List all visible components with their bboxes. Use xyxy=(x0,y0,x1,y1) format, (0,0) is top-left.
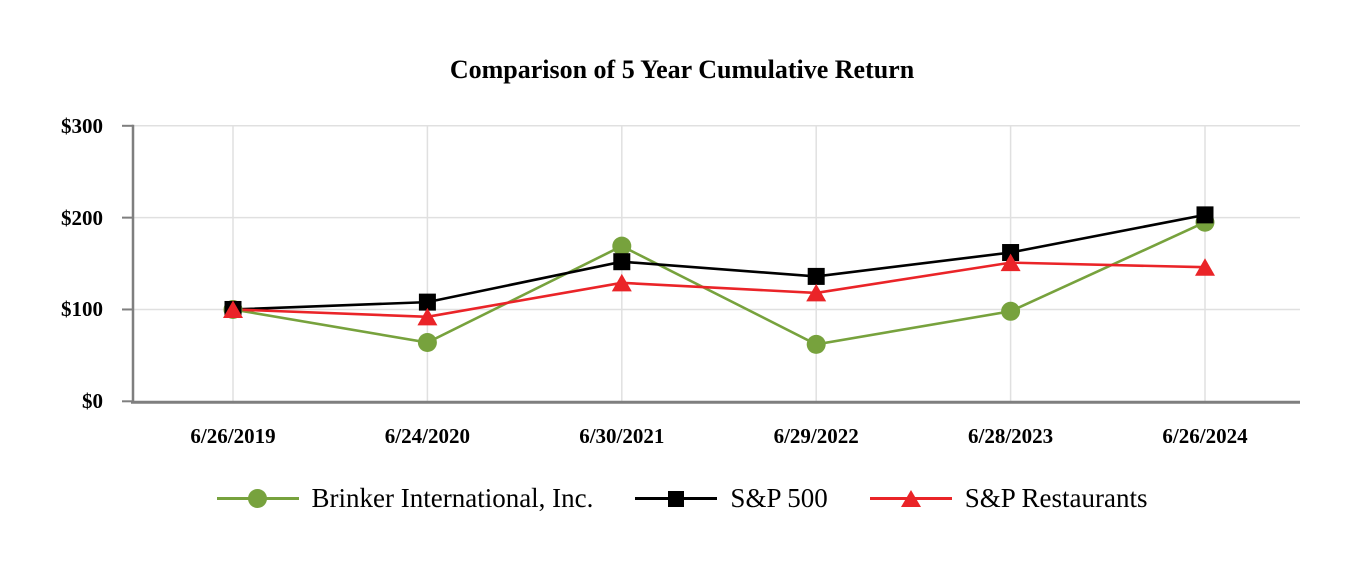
data-point-triangle xyxy=(1195,258,1215,276)
legend-item: Brinker International, Inc. xyxy=(216,483,594,514)
data-point-circle xyxy=(1001,301,1021,321)
x-axis-tick-label: 6/28/2023 xyxy=(968,424,1054,448)
x-axis-tick-label: 6/29/2022 xyxy=(773,424,859,448)
data-point-triangle xyxy=(806,283,827,302)
y-axis-tick-label: $100 xyxy=(61,297,103,322)
data-point-triangle xyxy=(417,307,438,326)
series-line xyxy=(232,221,1206,346)
legend-square-marker-icon xyxy=(668,490,685,507)
y-axis-tick-label: $300 xyxy=(61,113,103,138)
data-point-square xyxy=(613,253,631,271)
x-axis-tick-label: 6/30/2021 xyxy=(579,424,665,448)
y-axis-tick-label: $200 xyxy=(61,205,103,230)
legend-swatch xyxy=(635,489,718,509)
legend-circle-marker-icon xyxy=(248,489,268,508)
legend-item: S&P 500 xyxy=(635,483,828,514)
data-point-square xyxy=(1002,244,1020,262)
legend-triangle-marker-icon xyxy=(900,489,921,507)
data-point-triangle xyxy=(611,273,632,292)
legend-swatch xyxy=(216,489,299,509)
legend-swatch xyxy=(869,489,952,509)
data-point-circle xyxy=(612,236,632,256)
data-point-square xyxy=(1196,206,1214,224)
series-line xyxy=(232,213,1206,311)
x-axis-tick-label: 6/24/2020 xyxy=(384,424,470,448)
data-point-square xyxy=(418,293,436,311)
chart-title: Comparison of 5 Year Cumulative Return xyxy=(449,55,915,84)
data-point-circle xyxy=(417,333,437,353)
x-axis-tick-label: 6/26/2024 xyxy=(1162,424,1248,448)
data-point-square xyxy=(807,267,825,285)
data-point-triangle xyxy=(223,300,243,318)
y-axis-tick-label: $0 xyxy=(82,389,103,414)
legend-label: S&P 500 xyxy=(730,483,828,513)
series-line xyxy=(232,261,1206,319)
data-point-circle xyxy=(806,334,826,354)
legend-label: S&P Restaurants xyxy=(964,483,1148,513)
chart-legend: Brinker International, Inc. S&P 500 S&P Re… xyxy=(0,483,1364,514)
legend-label: Brinker International, Inc. xyxy=(311,483,594,513)
x-axis-tick-label: 6/26/2019 xyxy=(190,424,276,448)
data-point-triangle xyxy=(1000,253,1021,272)
legend-item: S&P Restaurants xyxy=(869,483,1148,514)
